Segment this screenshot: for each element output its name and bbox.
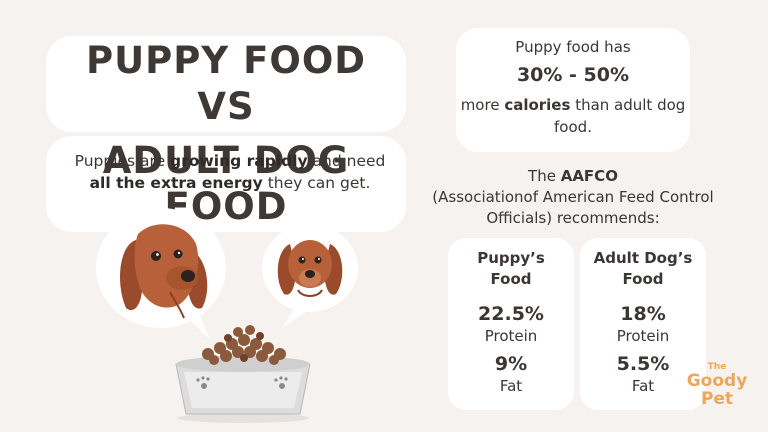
logo-line-2: Goody <box>686 371 748 391</box>
puppy-fat-label: Fat <box>499 377 523 395</box>
aafco-bold: AAFCO <box>560 167 618 185</box>
adult-fat-label: Fat <box>631 377 655 395</box>
calorie-intro: Puppy food has <box>515 38 631 56</box>
calorie-range: 30% - 50% <box>516 64 630 86</box>
puppy-illustration <box>277 240 343 297</box>
subtitle-bold-2: all the extra energy <box>89 174 263 192</box>
subtitle: Puppies are growing rapidly and need all… <box>40 150 420 194</box>
puppy-protein-value: 22.5% <box>478 303 544 325</box>
calorie-pre: more <box>460 96 505 114</box>
subtitle-bold-1: growing rapidly <box>170 152 308 170</box>
calorie-info-box: Puppy food has 30% - 50% more calories t… <box>456 28 690 152</box>
puppy-card-header: Puppy’s Food <box>477 249 545 288</box>
logo-line-3: Pet <box>700 389 734 409</box>
logo-line-1: The <box>707 362 727 372</box>
subtitle-pre: Puppies are <box>74 152 171 170</box>
puppy-fat-value: 9% <box>494 353 528 375</box>
page-title: PUPPY FOOD VS ADULT DOG FOOD <box>46 36 406 236</box>
adult-protein-label: Protein <box>616 327 670 345</box>
puppy-food-card: Puppy’s Food 22.5% Protein 9% Fat <box>448 238 574 410</box>
goody-pet-logo: The Goody Pet <box>684 362 750 418</box>
food-bowl-illustration <box>175 325 311 423</box>
title-line-2: ADULT DOG FOOD <box>46 136 406 232</box>
adult-dog-illustration <box>120 224 208 319</box>
adult-fat-value: 5.5% <box>616 353 670 375</box>
adult-food-card: Adult Dog’s Food 18% Protein 5.5% Fat <box>580 238 706 410</box>
subtitle-mid: and need <box>307 152 386 170</box>
aafco-rest: (Associationof American Feed Control Off… <box>432 188 714 227</box>
puppy-protein-label: Protein <box>484 327 538 345</box>
aafco-pre: The <box>528 167 561 185</box>
calorie-bold: calories <box>504 96 571 114</box>
calorie-post: than adult dog food. <box>554 96 686 136</box>
subtitle-post: they can get. <box>262 174 371 192</box>
aafco-text: The AAFCO (Associationof American Feed C… <box>430 166 716 229</box>
title-line-1: PUPPY FOOD VS <box>46 36 406 132</box>
adult-protein-value: 18% <box>620 303 666 325</box>
adult-card-header: Adult Dog’s Food <box>593 249 693 288</box>
